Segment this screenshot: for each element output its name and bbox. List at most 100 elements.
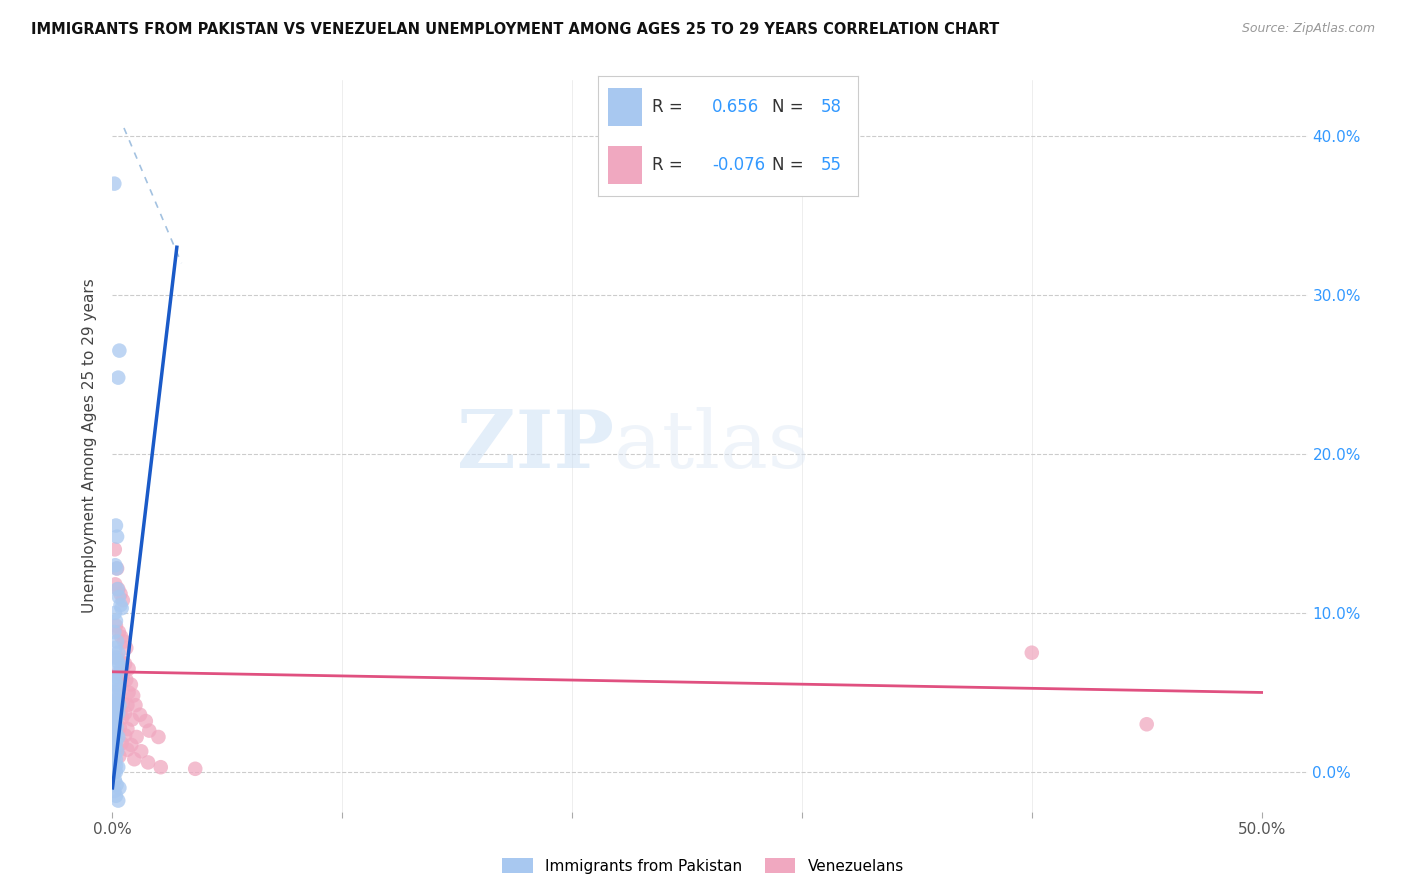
Point bbox=[117, 662, 139, 676]
Legend: Immigrants from Pakistan, Venezuelans: Immigrants from Pakistan, Venezuelans bbox=[496, 852, 910, 880]
Point bbox=[105, 778, 128, 792]
Point bbox=[129, 744, 152, 758]
Point bbox=[120, 677, 142, 691]
Point bbox=[135, 714, 157, 728]
Point bbox=[107, 370, 129, 384]
Point bbox=[115, 640, 138, 655]
Point bbox=[107, 730, 129, 744]
Point bbox=[111, 669, 134, 683]
Point bbox=[104, 789, 127, 803]
Point bbox=[104, 640, 127, 655]
Point bbox=[104, 673, 127, 687]
Point bbox=[117, 742, 139, 756]
Point bbox=[110, 654, 132, 668]
Point bbox=[103, 666, 125, 681]
Point bbox=[104, 618, 127, 632]
Point bbox=[129, 707, 152, 722]
Point bbox=[105, 654, 128, 668]
Point bbox=[104, 518, 127, 533]
Point bbox=[117, 698, 139, 713]
Point bbox=[103, 764, 125, 779]
Point bbox=[104, 614, 127, 628]
Text: atlas: atlas bbox=[614, 407, 810, 485]
Point bbox=[104, 606, 127, 620]
Point bbox=[104, 705, 127, 719]
Point bbox=[115, 673, 138, 687]
Point bbox=[108, 721, 131, 735]
Point bbox=[107, 646, 129, 660]
Point bbox=[110, 662, 132, 676]
Point bbox=[110, 705, 132, 719]
Text: ZIP: ZIP bbox=[457, 407, 614, 485]
Point bbox=[104, 733, 127, 747]
Point bbox=[108, 625, 131, 640]
Text: N =: N = bbox=[772, 156, 808, 174]
Point bbox=[104, 693, 127, 707]
Point bbox=[104, 728, 127, 742]
Text: Source: ZipAtlas.com: Source: ZipAtlas.com bbox=[1241, 22, 1375, 36]
Point bbox=[111, 593, 134, 607]
Point bbox=[184, 762, 207, 776]
Point bbox=[108, 681, 131, 695]
Text: 58: 58 bbox=[821, 98, 842, 116]
Point bbox=[103, 709, 125, 723]
Point bbox=[104, 717, 127, 731]
Point bbox=[105, 650, 128, 665]
Point bbox=[104, 725, 127, 739]
Point bbox=[104, 709, 127, 723]
Point bbox=[103, 749, 125, 764]
Point bbox=[114, 657, 136, 671]
Point bbox=[108, 343, 131, 358]
Point bbox=[117, 685, 139, 699]
Text: R =: R = bbox=[652, 98, 688, 116]
Point bbox=[108, 749, 131, 764]
Point bbox=[104, 558, 127, 573]
Point bbox=[103, 725, 125, 739]
Point bbox=[104, 713, 127, 727]
Point bbox=[110, 587, 132, 601]
Point bbox=[108, 682, 131, 697]
Point bbox=[103, 625, 125, 640]
Point bbox=[111, 711, 134, 725]
Point bbox=[125, 730, 148, 744]
Point bbox=[148, 730, 170, 744]
Point bbox=[138, 723, 160, 738]
Point bbox=[114, 706, 136, 720]
Point bbox=[105, 561, 128, 575]
Text: 0.656: 0.656 bbox=[711, 98, 759, 116]
Point bbox=[104, 772, 127, 787]
Point bbox=[107, 582, 129, 596]
Point bbox=[105, 530, 128, 544]
Point bbox=[112, 634, 135, 648]
Point bbox=[1136, 717, 1159, 731]
Text: 55: 55 bbox=[821, 156, 842, 174]
Point bbox=[105, 741, 128, 756]
Point bbox=[105, 697, 128, 711]
Point bbox=[124, 698, 146, 713]
Point bbox=[103, 177, 125, 191]
Point bbox=[104, 736, 127, 750]
Point bbox=[103, 757, 125, 772]
Point bbox=[104, 758, 127, 772]
Point bbox=[149, 760, 172, 774]
Point bbox=[104, 701, 127, 715]
Point bbox=[111, 601, 134, 615]
Point bbox=[107, 582, 129, 596]
Point bbox=[105, 744, 128, 758]
Point bbox=[124, 752, 146, 766]
Bar bbox=[607, 145, 641, 185]
Point bbox=[104, 764, 127, 779]
Point bbox=[1021, 646, 1043, 660]
Point bbox=[110, 598, 132, 612]
Text: R =: R = bbox=[652, 156, 688, 174]
Point bbox=[103, 685, 125, 699]
Point bbox=[120, 738, 142, 752]
Point bbox=[107, 666, 129, 681]
Point bbox=[104, 542, 127, 557]
Point bbox=[117, 722, 139, 736]
Point bbox=[111, 736, 134, 750]
Point bbox=[105, 721, 128, 735]
Point bbox=[107, 760, 129, 774]
Point bbox=[104, 717, 127, 731]
Point bbox=[105, 677, 128, 691]
